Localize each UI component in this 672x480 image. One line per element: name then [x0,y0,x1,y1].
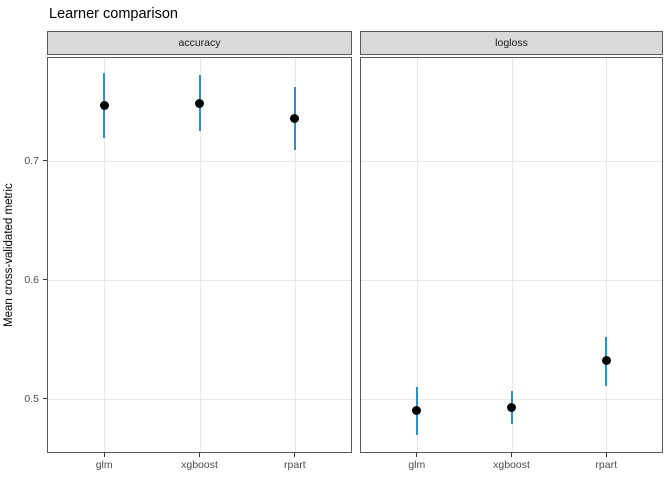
gridline-vertical [511,58,513,452]
gridline-vertical [199,58,201,452]
data-point [99,101,109,111]
y-tick-mark [43,398,47,400]
x-tick-mark [103,453,105,457]
data-point [412,406,422,416]
x-tick-mark [294,453,296,457]
data-point [601,356,611,366]
x-tick-label: glm [95,459,113,471]
x-tick-mark [416,453,418,457]
x-tick-label: xgboost [181,459,218,471]
facet-panel [47,57,352,453]
data-point [195,98,204,108]
x-tick-mark [511,453,512,457]
x-tick-label: xgboost [493,459,530,471]
gridline-vertical [416,58,418,452]
data-point [507,402,516,412]
facet-strip: accuracy [47,31,352,55]
plot-title: Learner comparison [49,6,178,22]
x-tick-label: rpart [595,459,617,471]
y-tick-mark [43,279,47,281]
y-tick-label: 0.7 [24,154,39,167]
facet-strip-label: accuracy [178,37,221,49]
facet-strip-label: logloss [495,37,528,49]
y-tick-label: 0.5 [24,392,39,405]
x-tick-mark [199,453,200,457]
y-tick-label: 0.6 [24,273,39,286]
y-tick-mark [43,160,47,161]
gridline-vertical [606,58,608,452]
gridline-vertical [104,58,106,452]
facet-strip: logloss [360,31,663,55]
facet-panel [360,57,663,453]
x-tick-label: glm [408,459,426,471]
data-point [290,114,300,124]
x-tick-label: rpart [284,459,306,471]
gridline-vertical [294,58,296,452]
x-tick-mark [605,453,607,457]
